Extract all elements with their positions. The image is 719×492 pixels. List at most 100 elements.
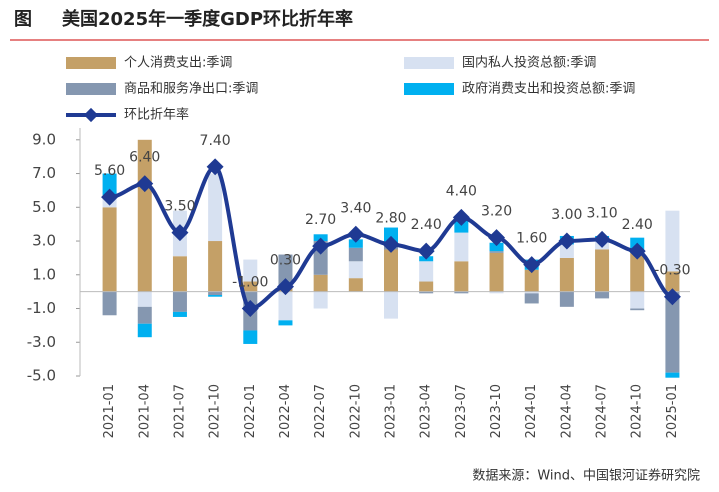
- bar-segment: [102, 173, 117, 196]
- x-tick-label: 2024-04: [559, 384, 574, 438]
- value-label: 1.60: [516, 231, 547, 247]
- bar-segment: [278, 320, 293, 326]
- bar-segment: [419, 291, 434, 294]
- legend-swatch: [404, 83, 454, 95]
- x-tick-label: 2024-01: [524, 384, 539, 438]
- x-tick-label: 2022-01: [243, 384, 258, 438]
- bar-segment: [313, 274, 328, 292]
- bar-segment: [419, 261, 434, 282]
- x-tick-label: 2023-04: [419, 384, 434, 438]
- line-marker: [136, 175, 154, 193]
- y-tick-label: -3.0: [27, 333, 56, 351]
- source: 数据来源：Wind、中国银河证券研究院: [472, 468, 700, 484]
- y-tick-label: 3.0: [32, 232, 56, 250]
- legend-label: 环比折年率: [124, 107, 189, 123]
- bar-segment: [665, 291, 680, 373]
- bar-segment: [559, 244, 574, 258]
- bar-segment: [208, 291, 223, 296]
- y-tick-label: -1.0: [27, 299, 56, 317]
- x-tick-label: 2022-10: [348, 384, 363, 438]
- x-tick-label: 2022-04: [278, 384, 293, 438]
- value-label: 3.00: [551, 207, 582, 223]
- value-label: 3.20: [481, 204, 512, 220]
- bar-segment: [489, 251, 504, 253]
- y-tick-label: 9.0: [32, 130, 56, 148]
- line-marker: [558, 232, 576, 250]
- bar-segment: [665, 271, 680, 292]
- bar-segment: [208, 295, 223, 297]
- bar-segment: [630, 291, 645, 309]
- bar-segment: [665, 372, 680, 378]
- line-marker: [171, 224, 189, 242]
- y-tick-label: 1.0: [32, 265, 56, 283]
- bar-segment: [384, 291, 398, 319]
- x-tick-label: 2022-07: [313, 384, 328, 438]
- bar-segment: [454, 291, 469, 294]
- legend-swatch: [66, 83, 116, 95]
- legend-marker: [83, 107, 99, 123]
- bar-segment: [137, 323, 152, 338]
- x-tick-label: 2023-10: [489, 384, 504, 438]
- bar-segment: [630, 252, 645, 292]
- bar-segment: [208, 241, 223, 292]
- line-marker: [382, 235, 400, 253]
- value-label: 2.80: [375, 210, 406, 226]
- value-label: 2.40: [411, 217, 442, 233]
- bar-segment: [348, 261, 363, 279]
- y-tick-label: 5.0: [32, 198, 56, 216]
- line-marker: [593, 230, 611, 248]
- bar-segment: [278, 291, 293, 321]
- legend-label: 商品和服务净出口:季调: [124, 81, 258, 97]
- x-tick-label: 2021-01: [102, 384, 117, 438]
- bar-segment: [595, 249, 610, 292]
- value-label: 3.10: [586, 205, 617, 221]
- bar-segment: [172, 311, 187, 317]
- line-marker: [417, 242, 435, 260]
- x-tick-label: 2023-07: [454, 384, 469, 438]
- legend-label: 国内私人投资总额:季调: [462, 55, 596, 71]
- bar-segment: [489, 291, 504, 294]
- line-marker: [206, 158, 224, 176]
- value-label: 5.60: [94, 163, 125, 179]
- x-tick-label: 2025-01: [665, 384, 680, 438]
- line-marker: [312, 237, 330, 255]
- y-tick-label: 7.0: [32, 164, 56, 182]
- x-tick-label: 2021-04: [137, 384, 152, 438]
- chart-title: 美国2025年一季度GDP环比折年率: [62, 8, 353, 30]
- x-tick-label: 2021-10: [208, 384, 223, 438]
- bar-segment: [102, 291, 117, 316]
- bar-segment: [137, 306, 152, 324]
- bar-segment: [348, 278, 363, 292]
- bar-segment: [419, 281, 434, 292]
- bar-segment: [524, 269, 539, 292]
- x-tick-label: 2024-10: [630, 384, 645, 438]
- value-label: -1.00: [232, 275, 268, 291]
- y-tick-label: -5.0: [27, 367, 56, 385]
- value-label: 7.40: [200, 133, 231, 149]
- line-marker: [101, 188, 119, 206]
- bar-segment: [559, 257, 574, 292]
- bar-segment: [489, 242, 504, 252]
- value-label: -0.30: [654, 263, 690, 279]
- line-marker: [488, 229, 506, 247]
- line-marker: [241, 300, 259, 318]
- value-label: 3.40: [340, 200, 371, 216]
- line-marker: [628, 242, 646, 260]
- value-label: 3.50: [164, 199, 195, 215]
- line-marker: [452, 208, 470, 226]
- bar-segment: [243, 259, 258, 282]
- legend-swatch: [66, 57, 116, 69]
- legend-label: 政府消费支出和投资总额:季调: [462, 81, 635, 97]
- x-tick-label: 2023-01: [384, 384, 399, 438]
- value-label: 0.30: [270, 253, 301, 269]
- bar-segment: [313, 291, 328, 309]
- line-marker: [276, 278, 294, 296]
- bar-segment: [454, 232, 469, 262]
- bar-segment: [524, 291, 539, 294]
- bar-segment: [630, 308, 645, 311]
- bar-segment: [172, 256, 187, 292]
- bar-segment: [489, 252, 504, 292]
- bar-segment: [665, 210, 680, 272]
- line-marker: [663, 288, 681, 306]
